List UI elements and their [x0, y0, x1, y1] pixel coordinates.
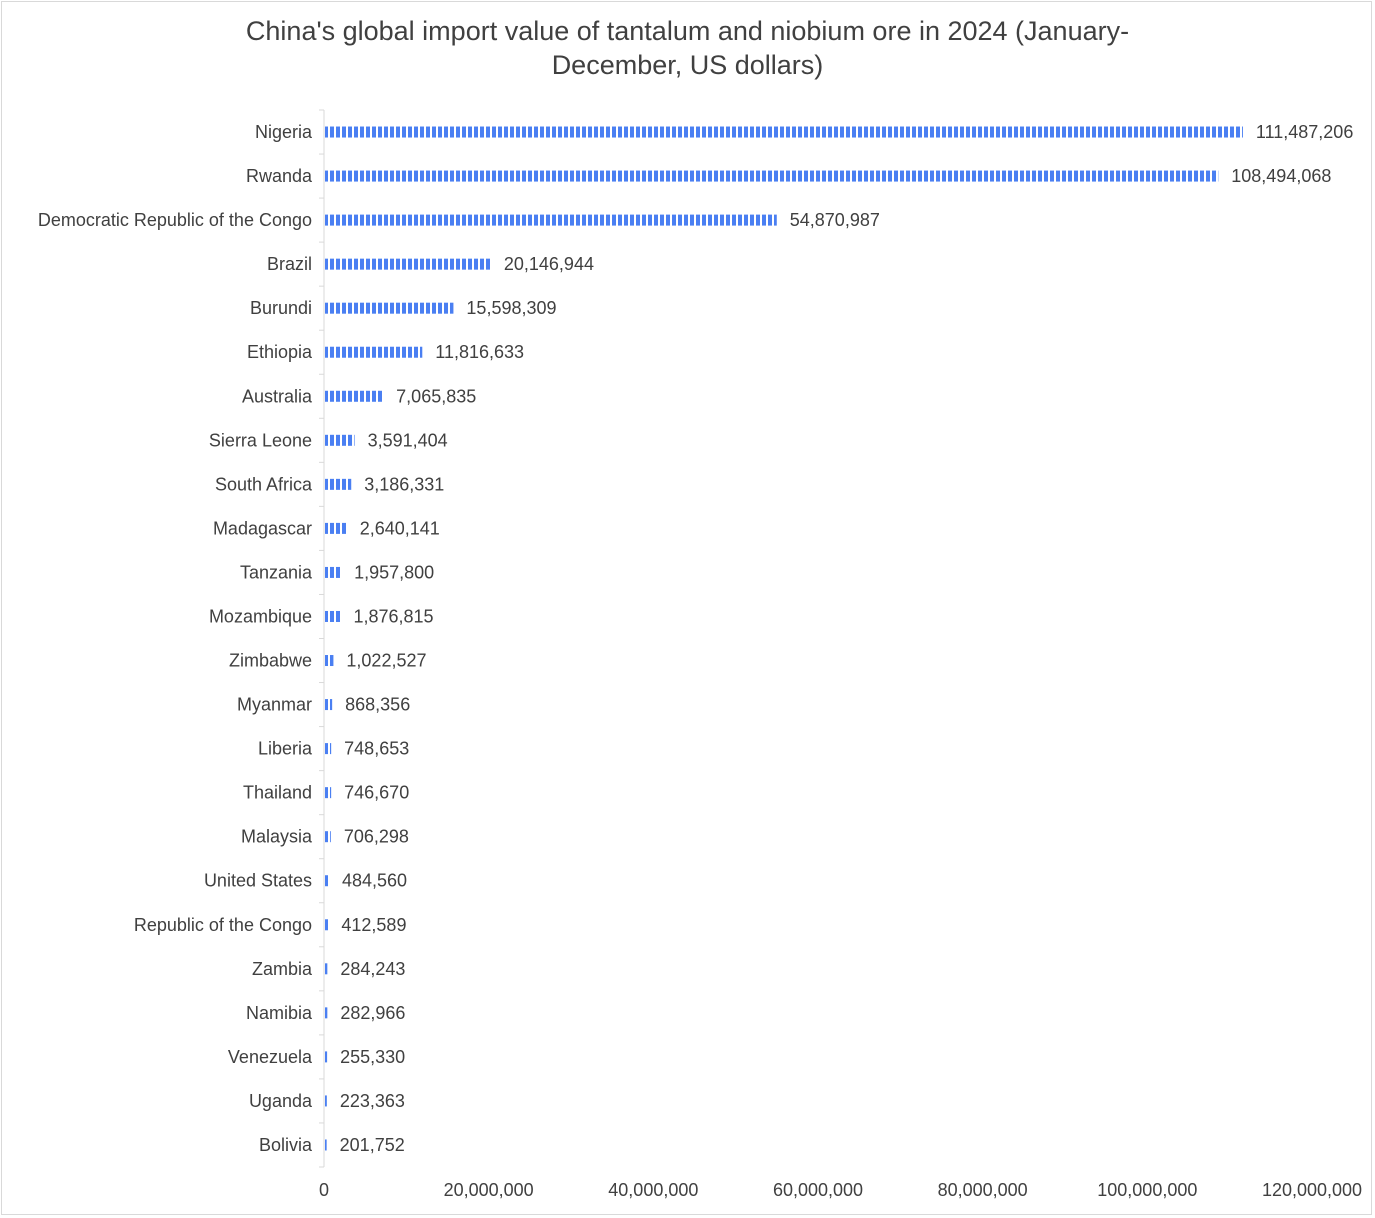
- bar: [325, 170, 1219, 182]
- data-label: 868,356: [345, 695, 410, 715]
- category-label: Myanmar: [237, 695, 312, 715]
- data-label: 1,957,800: [354, 562, 434, 582]
- category-label: Thailand: [243, 783, 312, 803]
- category-label: Democratic Republic of the Congo: [38, 210, 312, 230]
- data-label: 54,870,987: [790, 210, 880, 230]
- bar: [325, 963, 328, 975]
- bar: [325, 655, 334, 667]
- category-label: Bolivia: [259, 1135, 313, 1155]
- data-label: 111,487,206: [1256, 122, 1353, 142]
- data-label: 748,653: [344, 739, 409, 759]
- chart-title: China's global import value of tantalum …: [0, 14, 1375, 82]
- category-label: Zimbabwe: [229, 651, 312, 671]
- data-label: 11,816,633: [435, 342, 524, 362]
- data-label: 706,298: [344, 827, 409, 847]
- data-label: 255,330: [340, 1047, 405, 1067]
- bar: [325, 478, 352, 490]
- x-tick-label: 100,000,000: [1097, 1180, 1197, 1200]
- x-tick-label: 40,000,000: [608, 1180, 698, 1200]
- bar: [325, 390, 384, 402]
- data-label: 7,065,835: [396, 386, 476, 406]
- data-label: 412,589: [341, 915, 406, 935]
- data-label: 2,640,141: [360, 518, 440, 538]
- bar: [325, 346, 423, 358]
- x-tick-label: 0: [319, 1180, 329, 1200]
- bar: [325, 1095, 327, 1107]
- chart-title-line-2: December, US dollars): [551, 50, 824, 80]
- data-label: 746,670: [344, 783, 409, 803]
- category-label: Rwanda: [246, 166, 313, 186]
- x-tick-label: 120,000,000: [1262, 1180, 1362, 1200]
- bars: [325, 126, 1243, 1151]
- category-label: Malaysia: [241, 827, 313, 847]
- data-label: 484,560: [342, 871, 407, 891]
- category-label: Madagascar: [213, 518, 312, 538]
- bar: [325, 743, 332, 755]
- category-label: Burundi: [250, 298, 312, 318]
- category-label: Republic of the Congo: [134, 915, 312, 935]
- bar: [325, 919, 329, 931]
- data-label: 108,494,068: [1231, 166, 1331, 186]
- data-label: 20,146,944: [504, 254, 594, 274]
- category-label: Ethiopia: [247, 342, 313, 362]
- bar: [325, 610, 341, 622]
- category-label: Australia: [242, 386, 313, 406]
- category-label: Liberia: [258, 739, 313, 759]
- category-label: Nigeria: [255, 122, 313, 142]
- bar: [325, 126, 1243, 138]
- x-tick-label: 20,000,000: [444, 1180, 534, 1200]
- data-label: 282,966: [340, 1003, 405, 1023]
- bar: [325, 258, 491, 270]
- data-label: 3,186,331: [364, 474, 444, 494]
- bar: [325, 699, 333, 711]
- bar: [325, 787, 332, 799]
- category-label: Tanzania: [240, 562, 313, 582]
- chart-title-line-1: China's global import value of tantalum …: [245, 16, 1130, 46]
- x-tick-label: 60,000,000: [773, 1180, 863, 1200]
- category-label: Namibia: [246, 1003, 313, 1023]
- bar: [325, 522, 347, 534]
- category-label: South Africa: [215, 474, 313, 494]
- data-label: 284,243: [340, 959, 405, 979]
- category-label: Zambia: [252, 959, 313, 979]
- data-label: 201,752: [340, 1135, 405, 1155]
- category-label: Sierra Leone: [209, 430, 312, 450]
- bar: [325, 1007, 328, 1019]
- data-label: 223,363: [340, 1091, 405, 1111]
- bar: [325, 1051, 328, 1063]
- axes: [319, 109, 325, 1168]
- data-label: 15,598,309: [466, 298, 556, 318]
- data-label: 3,591,404: [368, 430, 448, 450]
- bar: [325, 1139, 327, 1151]
- bar: [325, 214, 777, 226]
- category-label: Brazil: [267, 254, 312, 274]
- bar: [325, 302, 454, 314]
- bar: [325, 875, 329, 887]
- category-label: Mozambique: [209, 606, 312, 626]
- category-label: Uganda: [249, 1091, 313, 1111]
- x-tick-label: 80,000,000: [938, 1180, 1028, 1200]
- labels: 0 20,000,000 40,000,000 60,000,000 80,000,00…: [38, 122, 1362, 1200]
- bar: [325, 434, 355, 446]
- bar: [325, 831, 331, 843]
- data-label: 1,876,815: [353, 606, 433, 626]
- category-label: Venezuela: [228, 1047, 313, 1067]
- category-label: United States: [204, 871, 312, 891]
- bar: [325, 566, 342, 578]
- data-label: 1,022,527: [346, 651, 426, 671]
